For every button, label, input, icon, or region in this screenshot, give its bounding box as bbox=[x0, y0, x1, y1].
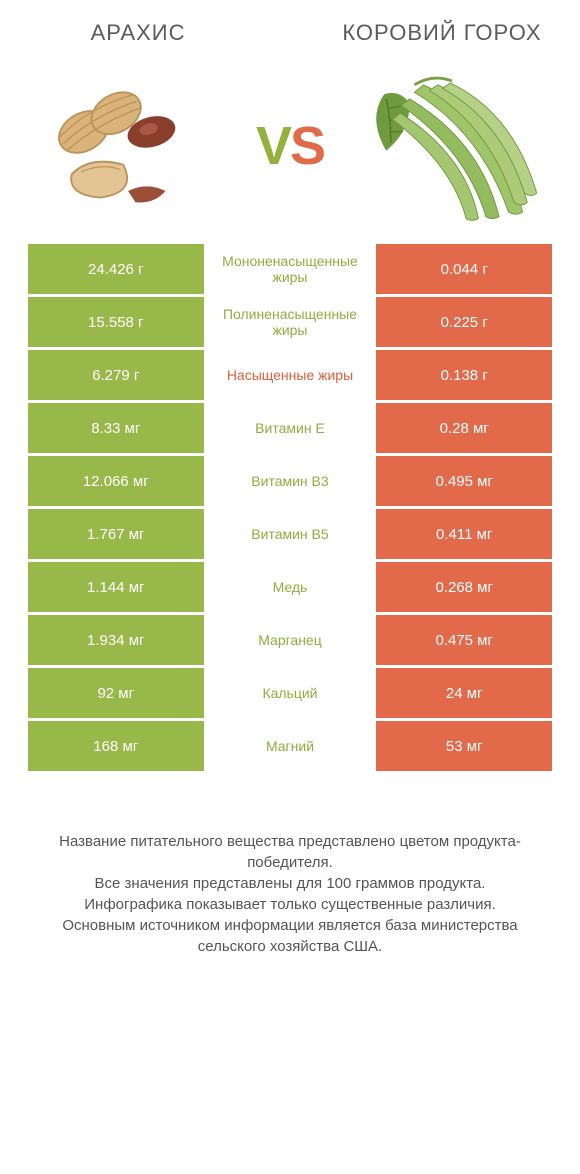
right-value: 0.138 г bbox=[376, 350, 552, 400]
nutrient-label: Марганец bbox=[204, 615, 377, 665]
left-value: 24.426 г bbox=[28, 244, 204, 294]
vs-v: V bbox=[256, 116, 290, 176]
table-row: 6.279 гНасыщенные жиры0.138 г bbox=[28, 350, 552, 400]
nutrient-label: Витамин B3 bbox=[204, 456, 377, 506]
right-value: 24 мг bbox=[376, 668, 552, 718]
table-row: 8.33 мгВитамин E0.28 мг bbox=[28, 403, 552, 453]
nutrient-label: Магний bbox=[204, 721, 377, 771]
nutrient-label: Кальций bbox=[204, 668, 377, 718]
footnote-line-1: Название питательного вещества представл… bbox=[34, 831, 546, 873]
table-row: 168 мгМагний53 мг bbox=[28, 721, 552, 771]
left-value: 168 мг bbox=[28, 721, 204, 771]
footnote-line-4: Основным источником информации является … bbox=[34, 915, 546, 957]
right-value: 0.411 мг bbox=[376, 509, 552, 559]
table-row: 92 мгКальций24 мг bbox=[28, 668, 552, 718]
right-title: КОРОВИЙ ГОРОХ bbox=[332, 20, 552, 46]
nutrient-label: Полиненасыщенные жиры bbox=[204, 297, 377, 347]
vs-label: VS bbox=[256, 115, 324, 177]
table-row: 24.426 гМононенасыщенные жиры0.044 г bbox=[28, 244, 552, 294]
table-row: 12.066 мгВитамин B30.495 мг bbox=[28, 456, 552, 506]
right-value: 53 мг bbox=[376, 721, 552, 771]
table-row: 1.144 мгМедь0.268 мг bbox=[28, 562, 552, 612]
footnote-line-3: Инфографика показывает только существенн… bbox=[34, 894, 546, 915]
table-row: 1.934 мгМарганец0.475 мг bbox=[28, 615, 552, 665]
left-value: 1.144 мг bbox=[28, 562, 204, 612]
right-value: 0.475 мг bbox=[376, 615, 552, 665]
left-value: 8.33 мг bbox=[28, 403, 204, 453]
left-value: 1.767 мг bbox=[28, 509, 204, 559]
right-value: 0.28 мг bbox=[376, 403, 552, 453]
nutrient-label: Насыщенные жиры bbox=[204, 350, 377, 400]
cowpea-image bbox=[352, 66, 552, 226]
nutrient-label: Медь bbox=[204, 562, 377, 612]
nutrient-label: Витамин B5 bbox=[204, 509, 377, 559]
left-title: АРАХИС bbox=[28, 20, 248, 46]
left-value: 6.279 г bbox=[28, 350, 204, 400]
footnote: Название питательного вещества представл… bbox=[28, 831, 552, 957]
peanut-image bbox=[28, 66, 228, 226]
left-value: 15.558 г bbox=[28, 297, 204, 347]
right-value: 0.044 г bbox=[376, 244, 552, 294]
right-value: 0.268 мг bbox=[376, 562, 552, 612]
left-value: 1.934 мг bbox=[28, 615, 204, 665]
comparison-table: 24.426 гМононенасыщенные жиры0.044 г15.5… bbox=[28, 244, 552, 771]
right-value: 0.225 г bbox=[376, 297, 552, 347]
left-value: 92 мг bbox=[28, 668, 204, 718]
left-value: 12.066 мг bbox=[28, 456, 204, 506]
nutrient-label: Мононенасыщенные жиры bbox=[204, 244, 377, 294]
table-row: 1.767 мгВитамин B50.411 мг bbox=[28, 509, 552, 559]
nutrient-label: Витамин E bbox=[204, 403, 377, 453]
table-row: 15.558 гПолиненасыщенные жиры0.225 г bbox=[28, 297, 552, 347]
right-value: 0.495 мг bbox=[376, 456, 552, 506]
vs-s: S bbox=[290, 116, 324, 176]
footnote-line-2: Все значения представлены для 100 граммо… bbox=[34, 873, 546, 894]
